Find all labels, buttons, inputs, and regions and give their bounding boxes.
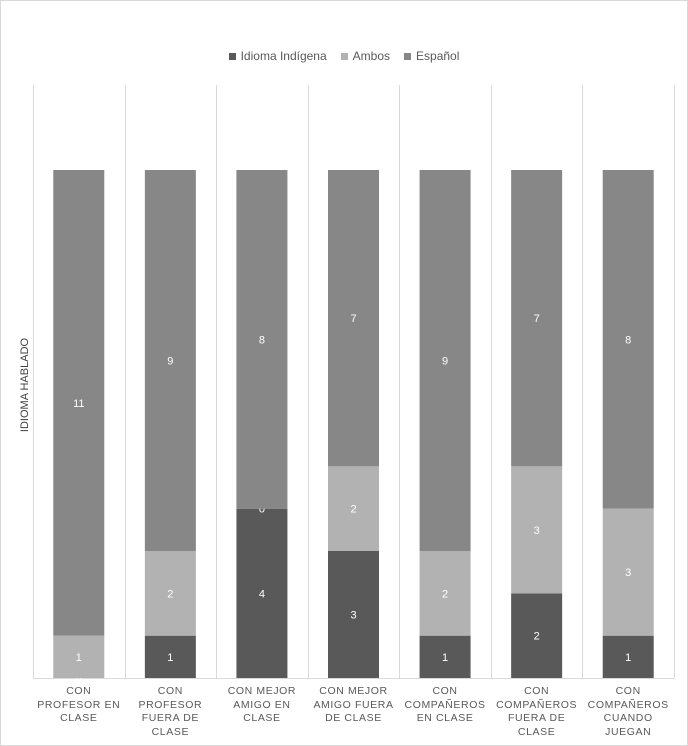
- bar-segment-espanol: [328, 170, 379, 467]
- legend-swatch-espanol: [404, 52, 412, 60]
- data-label: 8: [625, 334, 631, 346]
- x-tick-label: CON COMPAÑEROS CUANDO JUEGAN: [587, 685, 669, 738]
- legend: Idioma Indígena Ambos Español: [0, 49, 688, 63]
- data-label: 9: [167, 356, 173, 368]
- bar-segment-espanol: [236, 170, 288, 509]
- bar-segment-indigena: [236, 508, 288, 678]
- legend-item-indigena: Idioma Indígena: [228, 49, 327, 63]
- data-label: 1: [76, 652, 82, 664]
- bar-segment-ambos: [53, 635, 105, 678]
- bar-segment-espanol: [602, 170, 654, 509]
- legend-label-espanol: Español: [416, 49, 460, 63]
- bar-segment-espanol: [511, 170, 563, 467]
- data-label: 2: [350, 504, 356, 516]
- x-tick-label: CON MEJOR AMIGO EN CLASE: [227, 685, 297, 724]
- bar-segment-indigena: [511, 593, 563, 678]
- bar-segment-ambos: [419, 551, 471, 636]
- legend-label-indigena: Idioma Indígena: [240, 49, 327, 63]
- data-label: 4: [259, 588, 265, 600]
- x-tick-label: CON PROFESOR EN CLASE: [37, 685, 121, 724]
- data-label: 2: [167, 588, 173, 600]
- data-label: 7: [534, 313, 540, 325]
- bar-segment-indigena: [419, 635, 471, 678]
- data-label: 2: [442, 588, 448, 600]
- x-tick-label: CON COMPAÑEROS FUERA DE CLASE: [496, 685, 578, 738]
- x-tick-label: CON COMPAÑEROS EN CLASE: [404, 685, 486, 724]
- bar-segment-ambos: [511, 466, 563, 594]
- bar-segment-espanol: [53, 170, 105, 636]
- bar-segment-indigena: [328, 551, 379, 678]
- legend-item-espanol: Español: [404, 49, 459, 63]
- bar-segment-indigena: [602, 635, 654, 678]
- data-label: 11: [73, 398, 84, 410]
- data-label: 8: [259, 334, 265, 346]
- data-label: 2: [534, 631, 540, 643]
- data-label: 1: [625, 652, 631, 664]
- x-tick-label: CON PROFESOR FUERA DE CLASE: [138, 685, 203, 738]
- bar-segment-espanol: [144, 170, 196, 551]
- bar-segment-ambos: [144, 551, 196, 636]
- data-label: 3: [350, 610, 356, 622]
- data-label: 0: [259, 504, 265, 516]
- legend-item-ambos: Ambos: [340, 49, 391, 63]
- data-label: 9: [442, 356, 448, 368]
- data-label: 3: [534, 525, 540, 537]
- x-tick-label: CON MEJOR AMIGO FUERA DE CLASE: [313, 685, 394, 724]
- data-label: 7: [350, 313, 356, 325]
- legend-swatch-ambos: [340, 52, 348, 60]
- data-label: 1: [442, 652, 448, 664]
- bar-segment-ambos: [602, 508, 654, 636]
- data-label: 1: [167, 652, 173, 664]
- bar-segment-ambos: [328, 466, 379, 551]
- legend-label-ambos: Ambos: [352, 49, 391, 63]
- legend-swatch-indigena: [228, 52, 236, 60]
- data-label: 0: [76, 673, 82, 685]
- bar-segment-espanol: [419, 170, 471, 551]
- data-label: 3: [625, 567, 631, 579]
- bar-segment-indigena: [144, 635, 196, 678]
